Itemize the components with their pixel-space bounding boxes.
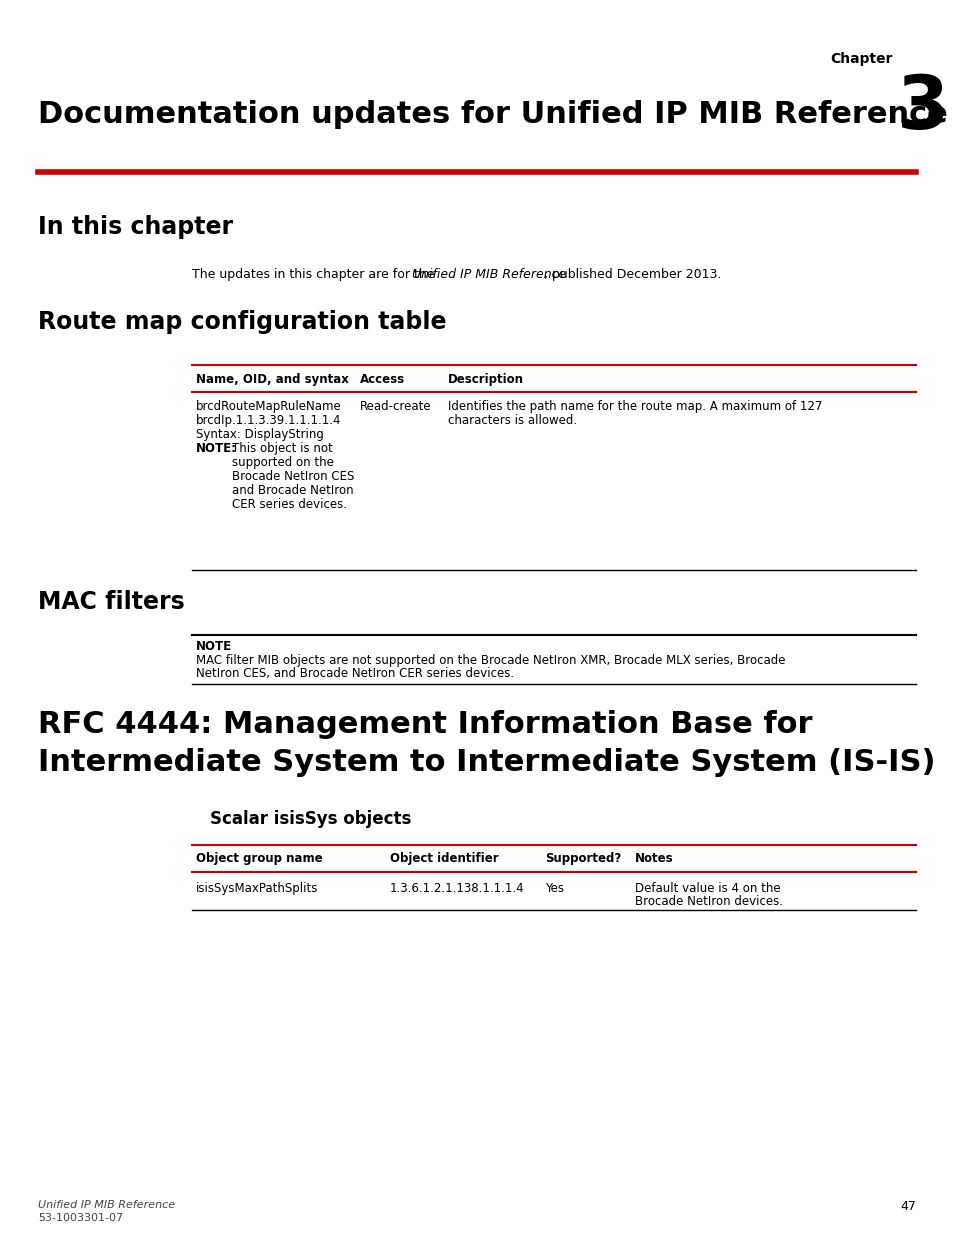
Text: , published December 2013.: , published December 2013.	[543, 268, 720, 282]
Text: Scalar isisSys objects: Scalar isisSys objects	[210, 810, 411, 827]
Text: and Brocade NetIron: and Brocade NetIron	[232, 484, 354, 496]
Text: brcdIp.1.1.3.39.1.1.1.1.4: brcdIp.1.1.3.39.1.1.1.1.4	[195, 414, 341, 427]
Text: Notes: Notes	[635, 852, 673, 864]
Text: Unified IP MIB Reference: Unified IP MIB Reference	[38, 1200, 175, 1210]
Text: This object is not: This object is not	[232, 442, 333, 454]
Text: Access: Access	[359, 373, 405, 387]
Text: Read-create: Read-create	[359, 400, 431, 412]
Text: Identifies the path name for the route map. A maximum of 127: Identifies the path name for the route m…	[448, 400, 821, 412]
Text: Object identifier: Object identifier	[390, 852, 498, 864]
Text: Intermediate System to Intermediate System (IS-IS): Intermediate System to Intermediate Syst…	[38, 748, 935, 777]
Text: CER series devices.: CER series devices.	[232, 498, 347, 511]
Text: supported on the: supported on the	[232, 456, 334, 469]
Text: Documentation updates for Unified IP MIB Reference: Documentation updates for Unified IP MIB…	[38, 100, 946, 128]
Text: In this chapter: In this chapter	[38, 215, 233, 240]
Text: Brocade NetIron CES: Brocade NetIron CES	[232, 471, 354, 483]
Text: characters is allowed.: characters is allowed.	[448, 414, 577, 427]
Text: MAC filter MIB objects are not supported on the Brocade NetIron XMR, Brocade MLX: MAC filter MIB objects are not supported…	[195, 655, 784, 667]
Text: 53-1003301-07: 53-1003301-07	[38, 1213, 123, 1223]
Text: Unified IP MIB Reference: Unified IP MIB Reference	[412, 268, 566, 282]
Text: Brocade NetIron devices.: Brocade NetIron devices.	[635, 895, 782, 908]
Text: The updates in this chapter are for the: The updates in this chapter are for the	[192, 268, 438, 282]
Text: Yes: Yes	[544, 882, 563, 895]
Text: RFC 4444: Management Information Base for: RFC 4444: Management Information Base fo…	[38, 710, 812, 739]
Text: Chapter: Chapter	[829, 52, 892, 65]
Text: isisSysMaxPathSplits: isisSysMaxPathSplits	[195, 882, 318, 895]
Text: NOTE:: NOTE:	[195, 442, 236, 454]
Text: NOTE: NOTE	[195, 640, 232, 653]
Text: Description: Description	[448, 373, 523, 387]
Text: Object group name: Object group name	[195, 852, 322, 864]
Text: Default value is 4 on the: Default value is 4 on the	[635, 882, 780, 895]
Text: Route map configuration table: Route map configuration table	[38, 310, 446, 333]
Text: Name, OID, and syntax: Name, OID, and syntax	[195, 373, 349, 387]
Text: NetIron CES, and Brocade NetIron CER series devices.: NetIron CES, and Brocade NetIron CER ser…	[195, 667, 514, 680]
Text: brcdRouteMapRuleName: brcdRouteMapRuleName	[195, 400, 341, 412]
Text: 1.3.6.1.2.1.138.1.1.1.4: 1.3.6.1.2.1.138.1.1.1.4	[390, 882, 524, 895]
Text: 3: 3	[896, 72, 948, 144]
Text: 47: 47	[900, 1200, 915, 1213]
Text: MAC filters: MAC filters	[38, 590, 185, 614]
Text: Supported?: Supported?	[544, 852, 620, 864]
Text: Syntax: DisplayString: Syntax: DisplayString	[195, 429, 323, 441]
